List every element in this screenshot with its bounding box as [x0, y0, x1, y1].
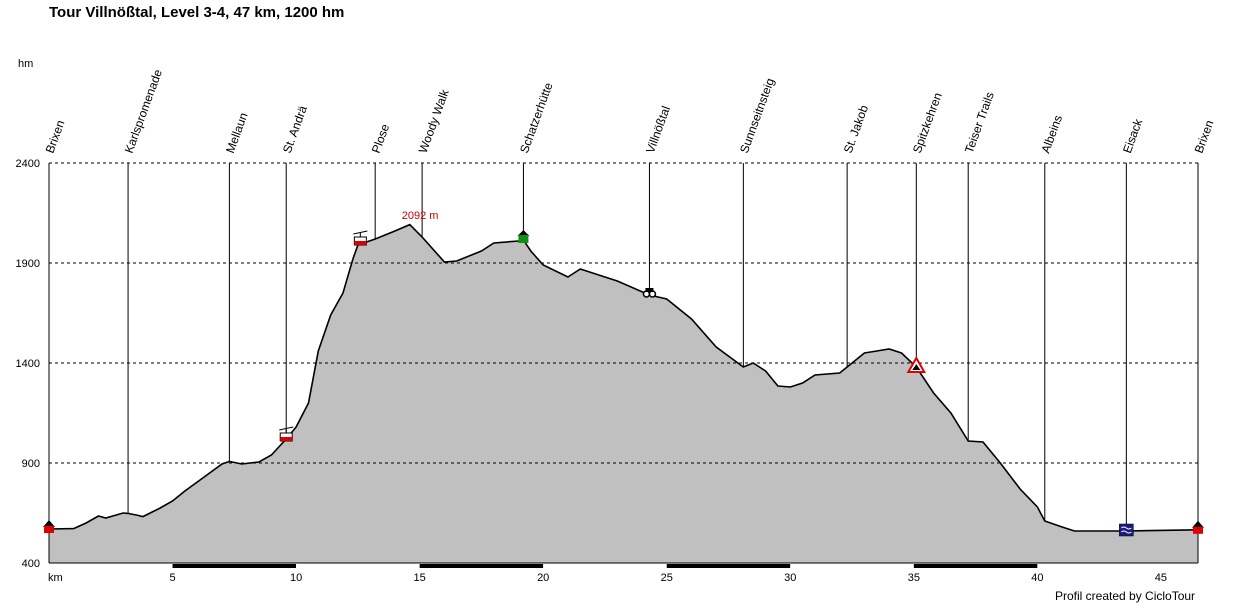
hut-icon — [517, 230, 530, 243]
x-tick-label: 45 — [1155, 572, 1167, 584]
km-scale-segment — [913, 564, 1038, 568]
warning-icon — [906, 355, 927, 373]
km-scale-segment — [666, 564, 791, 568]
poi-start-house-icon — [43, 520, 55, 533]
km-scale-segment — [543, 564, 667, 568]
km-scale-segment — [1037, 564, 1161, 568]
y-tick-label: 1400 — [16, 358, 40, 370]
y-tick-label: 2400 — [16, 158, 40, 170]
km-scale-segment — [172, 564, 297, 568]
water-icon — [1119, 523, 1134, 537]
gondola-icon — [353, 230, 368, 246]
waypoint-label: Eisack — [1120, 116, 1146, 155]
waypoint-label: Sunnseitnsteig — [737, 76, 777, 155]
waypoint-label: Villnößtal — [643, 104, 673, 155]
gondola-icon — [279, 426, 294, 442]
x-tick-label: 15 — [414, 572, 426, 584]
waypoint-label: Schatzerhütte — [517, 80, 556, 155]
x-tick-label: 5 — [169, 572, 175, 584]
x-tick-label: 30 — [784, 572, 796, 584]
waypoint-label: Woody Walk — [416, 87, 452, 155]
waypoint-label: Spitzkehren — [910, 91, 945, 155]
x-tick-label: 10 — [290, 572, 302, 584]
x-tick-label: 35 — [908, 572, 920, 584]
waypoint-label: St. Andrä — [280, 104, 310, 155]
waypoint-label: Teiser Trails — [962, 90, 997, 155]
x-tick-label: 20 — [537, 572, 549, 584]
max-elevation-label: 2092 m — [402, 210, 439, 222]
waypoint-label: Plose — [369, 122, 393, 155]
y-tick-label: 400 — [22, 558, 40, 570]
waypoint-label: Karlspromenade — [122, 67, 165, 155]
credit-label: Profil created by CicloTour — [1055, 589, 1196, 603]
waypoint-label: Brixen — [43, 118, 68, 155]
y-tick-label: 900 — [22, 458, 40, 470]
chart-title: Tour Villnößtal, Level 3-4, 47 km, 1200 … — [49, 4, 345, 21]
km-scale-segment — [790, 564, 914, 568]
km-scale-segment — [419, 564, 544, 568]
km-scale-segment — [296, 564, 420, 568]
y-tick-label: 1900 — [16, 258, 40, 270]
x-tick-label: 25 — [661, 572, 673, 584]
x-axis-label: km — [48, 572, 63, 584]
x-tick-label: 40 — [1031, 572, 1043, 584]
waypoint-label: Albeins — [1038, 113, 1065, 155]
km-scale-segment — [49, 564, 173, 568]
waypoint-label: St. Jakob — [841, 103, 871, 155]
y-axis-label: hm — [18, 58, 33, 70]
elevation-area — [49, 224, 1198, 563]
waypoint-label: Mellaun — [223, 111, 251, 155]
poi-end-house-icon — [1192, 520, 1204, 534]
waypoint-label: Brixen — [1192, 118, 1217, 155]
binoculars-icon — [642, 288, 657, 298]
